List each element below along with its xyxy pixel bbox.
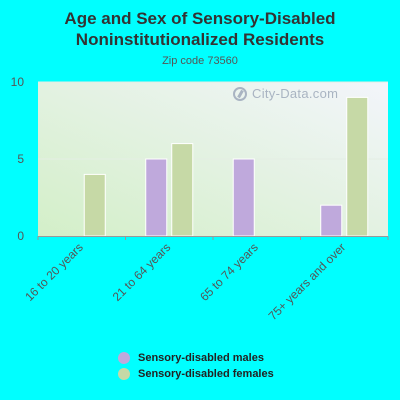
x-tick-label: 16 to 20 years bbox=[22, 240, 86, 304]
watermark-text: City-Data.com bbox=[252, 86, 339, 101]
y-tick-label: 10 bbox=[11, 75, 25, 89]
bar-females bbox=[171, 143, 194, 237]
legend-swatch-females bbox=[118, 368, 130, 380]
x-tick-label: 65 to 74 years bbox=[197, 240, 261, 304]
chart-title: Age and Sex of Sensory-Disabled Noninsti… bbox=[0, 8, 400, 50]
x-tick-label: 75+ years and over bbox=[266, 240, 349, 323]
legend-label-females: Sensory-disabled females bbox=[138, 368, 274, 380]
chart-subtitle: Zip code 73560 bbox=[162, 55, 238, 67]
y-tick-label: 5 bbox=[17, 152, 24, 166]
legend-item-females: Sensory-disabled females bbox=[118, 366, 274, 382]
legend: Sensory-disabled males Sensory-disabled … bbox=[118, 350, 274, 382]
magnifier-icon bbox=[233, 86, 247, 101]
legend-item-males: Sensory-disabled males bbox=[118, 350, 274, 366]
x-tick-label: 21 to 64 years bbox=[110, 240, 174, 304]
y-tick-label: 0 bbox=[17, 229, 24, 243]
chart-title-line2: Noninstitutionalized Residents bbox=[75, 30, 325, 49]
bar-males bbox=[232, 158, 255, 237]
bar-females bbox=[346, 96, 369, 237]
legend-swatch-males bbox=[118, 352, 130, 364]
chart-title-line1: Age and Sex of Sensory-Disabled bbox=[64, 9, 336, 28]
bar-females bbox=[83, 173, 106, 237]
watermark: City-Data.com bbox=[233, 86, 338, 101]
bar-males bbox=[145, 158, 168, 237]
legend-label-males: Sensory-disabled males bbox=[138, 352, 264, 364]
bar-males bbox=[320, 204, 343, 237]
